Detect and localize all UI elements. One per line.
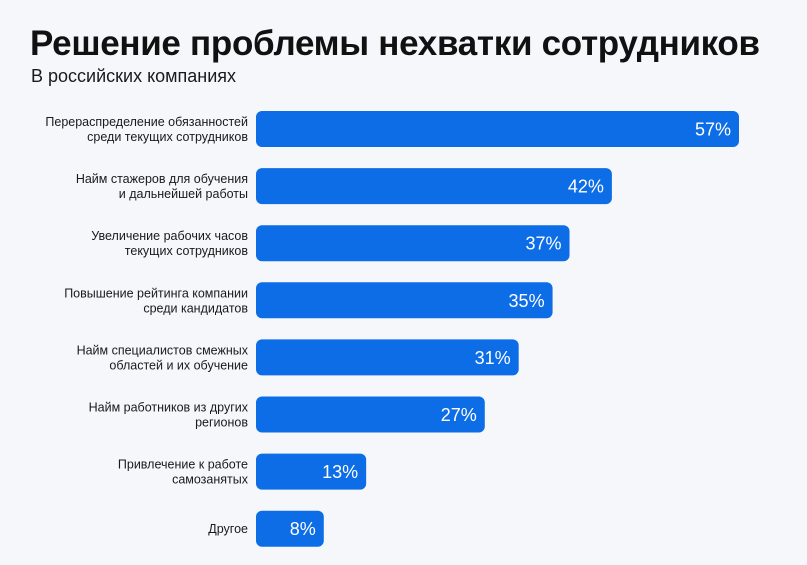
bar-5 <box>256 396 485 433</box>
category-label-line: и дальнейшей работы <box>119 187 248 201</box>
category-label-0: Перераспределение обязанностей среди теку… <box>45 115 248 144</box>
category-label-3: Повышение рейтинга компании среди кандида… <box>64 286 248 315</box>
category-label-2: Увеличение рабочих часов текущих сотрудни… <box>91 229 248 258</box>
bar-6 <box>256 453 367 490</box>
chart-subtitle: В российских компаниях <box>31 66 237 86</box>
category-label-line: Перераспределение обязанностей <box>45 115 248 129</box>
chart-title: Решение проблемы нехватки сотрудников <box>30 24 760 63</box>
category-label-line: Найм стажеров для обучения <box>76 172 248 186</box>
bar-1 <box>256 168 612 205</box>
value-label-0: 57% <box>695 120 731 140</box>
value-label-3: 35% <box>509 291 545 311</box>
category-label-1: Найм стажеров для обучения и дальнейшей р… <box>76 172 248 201</box>
category-label-line: Найм работников из других <box>89 401 249 415</box>
value-label-6: 13% <box>322 462 358 482</box>
category-label-line: Увеличение рабочих часов <box>91 229 248 243</box>
category-label-4: Найм специалистов смежных областей и их о… <box>77 343 249 372</box>
category-label-line: Другое <box>208 522 248 536</box>
category-label-line: областей и их обучение <box>109 358 248 372</box>
value-label-1: 42% <box>568 177 604 197</box>
value-label-5: 27% <box>441 405 477 425</box>
bar-3 <box>256 282 553 319</box>
category-label-line: текущих сотрудников <box>125 244 249 258</box>
category-label-6: Привлечение к работе самозанятых <box>118 458 249 487</box>
category-label-line: самозанятых <box>172 473 249 487</box>
category-label-line: регионов <box>195 416 248 430</box>
bar-4 <box>256 339 519 376</box>
category-label-5: Найм работников из других регионов <box>89 401 249 430</box>
value-label-4: 31% <box>475 348 511 368</box>
category-label-line: среди текущих сотрудников <box>87 130 248 144</box>
category-label-line: Привлечение к работе <box>118 458 248 472</box>
bar-0 <box>256 111 739 147</box>
bar-2 <box>256 225 570 262</box>
category-label-line: Найм специалистов смежных <box>77 343 249 357</box>
value-label-2: 37% <box>525 234 561 254</box>
category-label-line: среди кандидатов <box>143 301 248 315</box>
category-label-7: Другое <box>208 522 248 536</box>
value-label-7: 8% <box>290 519 316 539</box>
category-label-line: Повышение рейтинга компании <box>64 286 248 300</box>
bar-7 <box>256 510 324 547</box>
